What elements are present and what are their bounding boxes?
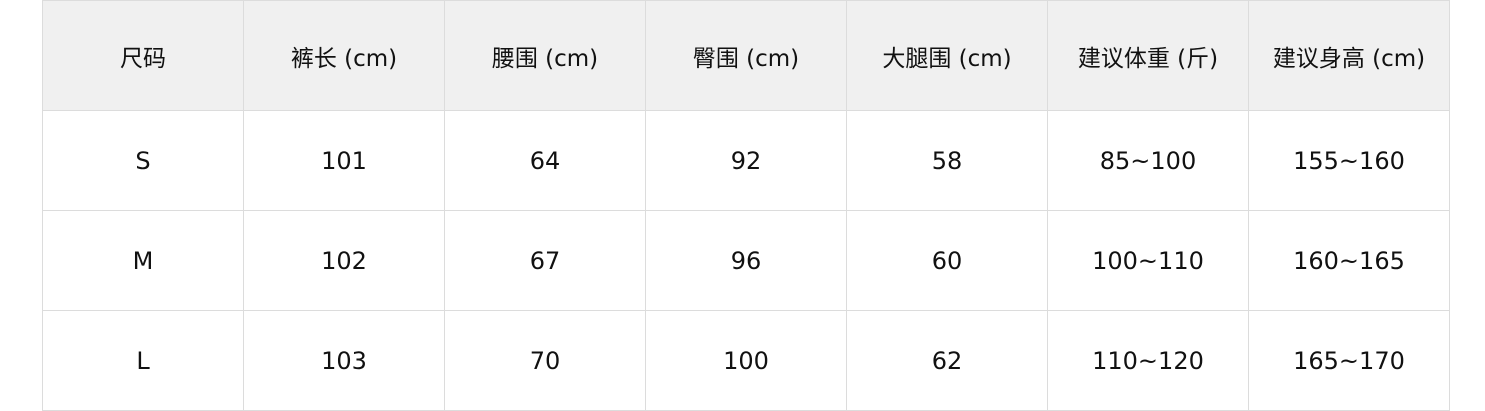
table-cell: 160~165 — [1248, 210, 1450, 311]
column-header: 尺码 — [42, 0, 244, 111]
table-cell: 103 — [243, 310, 445, 411]
header-row: 尺码 裤长 (cm) 腰围 (cm) 臀围 (cm) 大腿围 (cm) 建议体重 (斤) 建… — [42, 0, 1450, 111]
table-row: S 101 64 92 58 85~100 155~160 — [42, 110, 1450, 211]
table-cell: 70 — [444, 310, 646, 411]
table-cell: 155~160 — [1248, 110, 1450, 211]
table-cell: 92 — [645, 110, 847, 211]
column-header: 臀围 (cm) — [645, 0, 847, 111]
table-cell: 85~100 — [1047, 110, 1249, 211]
table-cell: S — [42, 110, 244, 211]
table-cell: M — [42, 210, 244, 311]
table-cell: 100~110 — [1047, 210, 1249, 311]
table-cell: 64 — [444, 110, 646, 211]
column-header: 大腿围 (cm) — [846, 0, 1048, 111]
table-cell: 110~120 — [1047, 310, 1249, 411]
column-header: 建议身高 (cm) — [1248, 0, 1450, 111]
table-cell: 96 — [645, 210, 847, 311]
table-cell: 58 — [846, 110, 1048, 211]
table-cell: 60 — [846, 210, 1048, 311]
table-cell: 102 — [243, 210, 445, 311]
table-cell: 101 — [243, 110, 445, 211]
table-cell: L — [42, 310, 244, 411]
table-cell: 165~170 — [1248, 310, 1450, 411]
column-header: 裤长 (cm) — [243, 0, 445, 111]
table-cell: 100 — [645, 310, 847, 411]
table-row: M 102 67 96 60 100~110 160~165 — [42, 210, 1450, 311]
size-chart-table: 尺码 裤长 (cm) 腰围 (cm) 臀围 (cm) 大腿围 (cm) 建议体重 (斤) 建… — [42, 0, 1450, 411]
column-header: 建议体重 (斤) — [1047, 0, 1249, 111]
column-header: 腰围 (cm) — [444, 0, 646, 111]
table-cell: 62 — [846, 310, 1048, 411]
table-row: L 103 70 100 62 110~120 165~170 — [42, 310, 1450, 411]
table-cell: 67 — [444, 210, 646, 311]
